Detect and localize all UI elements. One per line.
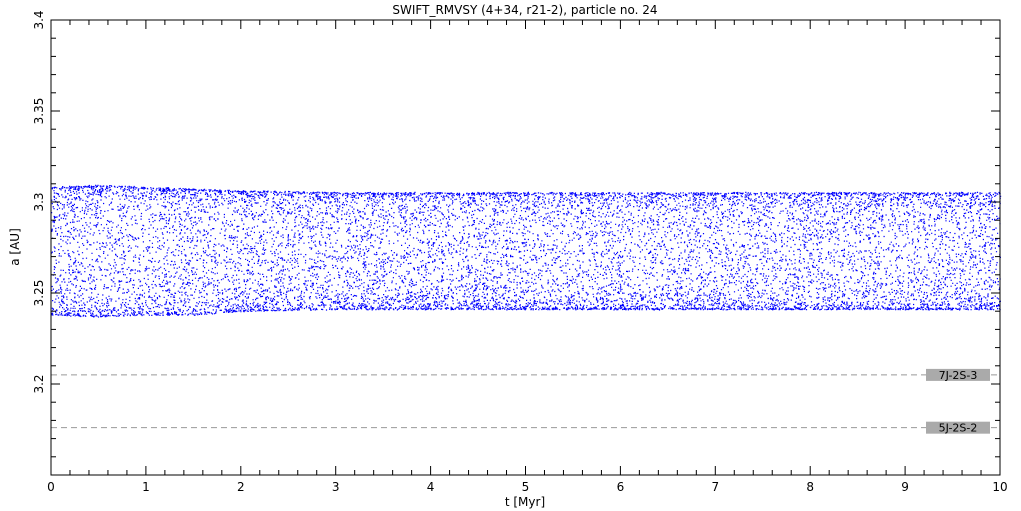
- x-tick-label: 10: [992, 480, 1007, 494]
- scatter-points: [51, 184, 1002, 318]
- x-tick-label: 5: [522, 480, 530, 494]
- axis-ticks: [50, 19, 1001, 475]
- data-points: [51, 184, 1002, 318]
- x-tick-label: 9: [901, 480, 909, 494]
- x-tick-label: 2: [237, 480, 245, 494]
- resonance-label: 7J-2S-3: [939, 369, 978, 382]
- plot-frame: [50, 19, 1001, 476]
- x-tick-label: 1: [142, 480, 150, 494]
- y-tick-label: 3.25: [32, 280, 46, 307]
- resonance-label-box: [926, 368, 990, 381]
- x-tick-label: 4: [427, 480, 435, 494]
- x-tick-label: 6: [617, 480, 625, 494]
- x-tick-label: 0: [47, 480, 55, 494]
- chart-title: SWIFT_RMVSY (4+34, r21-2), particle no. …: [392, 3, 657, 17]
- y-tick-label: 3.3: [32, 192, 46, 211]
- tick-labels: 0 1 2 3 4 5 6 7 8 9 10 3.2 3.25 3.3 3.35 3.4: [32, 10, 1008, 494]
- y-tick-label: 3.35: [32, 98, 46, 125]
- resonance-lines: 7J-2S-3 5J-2S-2: [51, 368, 1000, 435]
- x-axis-label: t [Myr]: [505, 495, 545, 509]
- resonance-label: 5J-2S-2: [939, 422, 978, 435]
- y-tick-label: 3.2: [32, 374, 46, 393]
- x-tick-label: 8: [806, 480, 814, 494]
- y-axis-label: a [AU]: [8, 228, 22, 266]
- resonance-label-box: [926, 421, 990, 434]
- y-tick-label: 3.4: [32, 10, 46, 29]
- x-tick-label: 3: [332, 480, 340, 494]
- x-tick-label: 7: [711, 480, 719, 494]
